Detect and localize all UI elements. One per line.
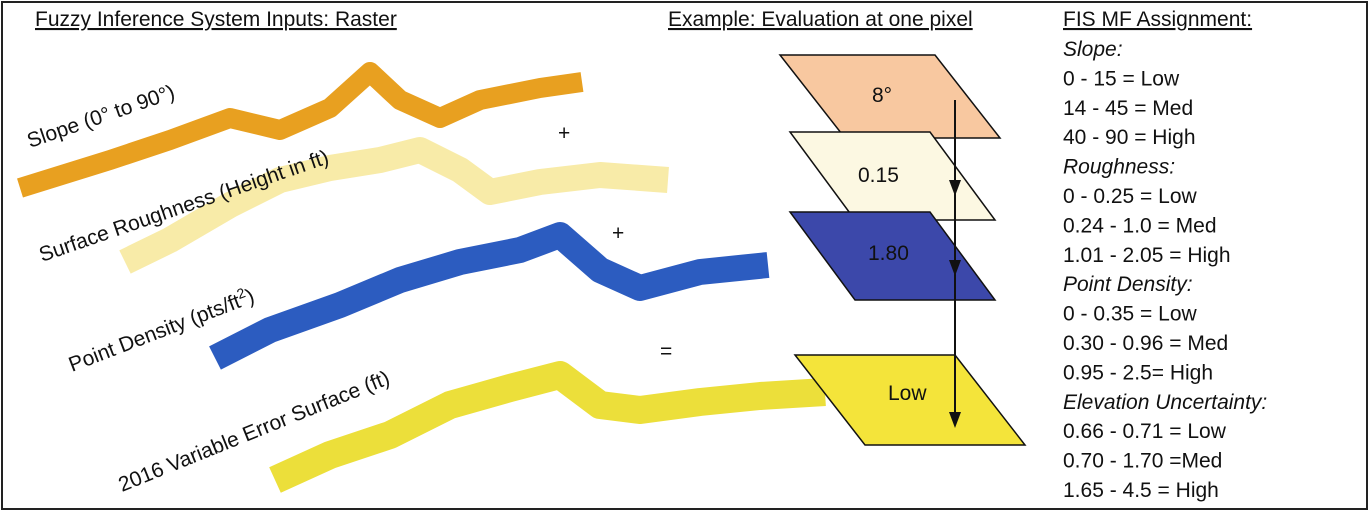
group-item: 0.70 - 1.70 =Med	[1063, 450, 1222, 473]
operator: =	[660, 340, 672, 363]
group-item: 0.66 - 0.71 = Low	[1063, 420, 1227, 443]
group-name: Point Density:	[1063, 273, 1193, 296]
group-item: 0.24 - 1.0 = Med	[1063, 214, 1217, 237]
operator: +	[558, 122, 570, 145]
operator: +	[612, 222, 624, 245]
group-item: 14 - 45 = Med	[1063, 97, 1193, 120]
pixel-value: 1.80	[868, 242, 909, 265]
group-item: 1.65 - 4.5 = High	[1063, 479, 1219, 502]
group-item: 0.30 - 0.96 = Med	[1063, 332, 1228, 355]
group-item: 40 - 90 = High	[1063, 126, 1196, 149]
right-title: FIS MF Assignment:	[1063, 8, 1252, 31]
group-name: Slope:	[1063, 38, 1123, 61]
group-item: 0.95 - 2.5= High	[1063, 361, 1213, 384]
left-title: Fuzzy Inference System Inputs: Raster	[35, 8, 397, 31]
group-name: Elevation Uncertainty:	[1063, 391, 1267, 414]
group-item: 0 - 15 = Low	[1063, 67, 1180, 90]
group-item: 0 - 0.25 = Low	[1063, 185, 1198, 208]
group-name: Roughness:	[1063, 156, 1175, 179]
middle-title: Example: Evaluation at one pixel	[668, 8, 973, 31]
pixel-value: Low	[888, 382, 927, 405]
pixel-value: 8°	[872, 84, 892, 107]
group-item: 0 - 0.35 = Low	[1063, 303, 1198, 326]
group-item: 1.01 - 2.05 = High	[1063, 244, 1231, 267]
figure: Fuzzy Inference System Inputs: Raster Ex…	[0, 0, 1369, 511]
pixel-value: 0.15	[858, 164, 899, 187]
